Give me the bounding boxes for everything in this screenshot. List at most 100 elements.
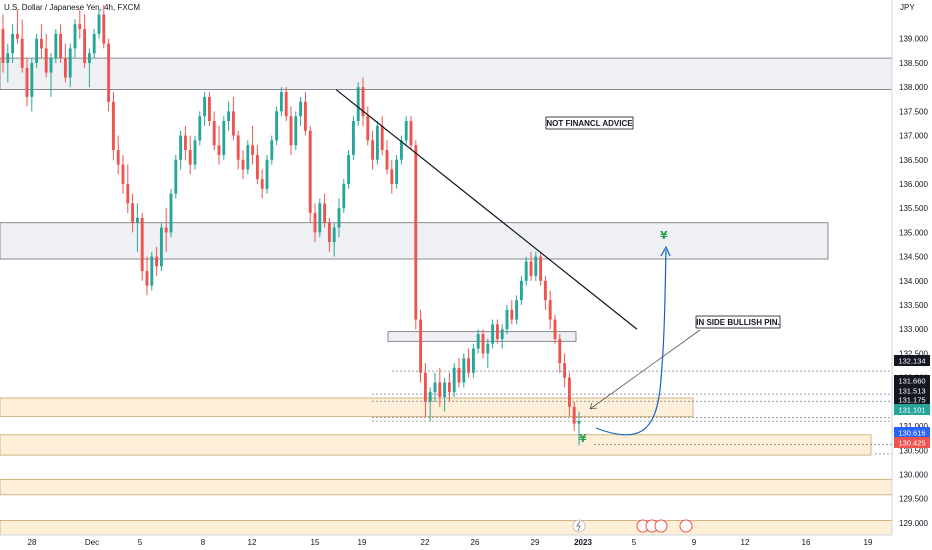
candle-body [495, 324, 499, 339]
candle-body [179, 135, 183, 160]
entry-symbol: ¥ [579, 432, 587, 445]
zone-orange[interactable] [0, 520, 893, 537]
candle-body [404, 121, 408, 141]
y-tick-label: 132.500 [899, 349, 928, 358]
candle-body [289, 116, 293, 146]
candle-body [351, 121, 355, 155]
candle-body [255, 154, 259, 180]
candle-body [419, 319, 423, 373]
candle-body [428, 392, 432, 402]
candle-body [380, 125, 384, 151]
candle-body [227, 111, 231, 122]
candle-body [116, 150, 120, 165]
candle-body [318, 203, 322, 233]
candle-body [294, 116, 298, 146]
x-tick-label: 29 [531, 538, 540, 547]
candle-body [25, 67, 29, 97]
candle-body [534, 256, 538, 276]
x-tick-label: 12 [248, 538, 257, 547]
zone-grey[interactable] [0, 222, 829, 260]
candle-body [155, 256, 159, 267]
x-tick-label: 22 [421, 538, 430, 547]
time-axis-ticks: 28 Dec 5 8 12 15 19 22 26 29 2023 5 9 12 16 19 [28, 538, 873, 547]
candle-body [87, 53, 91, 63]
candle-body [515, 300, 519, 320]
candle-body [150, 256, 154, 286]
candle-body [476, 334, 480, 349]
candle-body [524, 261, 528, 281]
y-tick-label: 137.500 [899, 107, 928, 116]
y-tick-label: 130.500 [899, 446, 928, 455]
price-axis-bg [892, 0, 932, 550]
candle-body [63, 58, 67, 78]
candle-body [241, 159, 245, 170]
pin-annotation: IN SIDE BULLISH PIN. [695, 315, 781, 329]
price-badge [894, 394, 930, 405]
candle-body [375, 125, 379, 160]
candle-body [183, 135, 187, 151]
time-axis-bg [0, 535, 932, 550]
candle-body [145, 271, 149, 286]
price-badge-label: 131.513 [898, 387, 925, 396]
candle-body [246, 145, 250, 170]
candle-body [491, 324, 495, 344]
candle-body [251, 145, 255, 155]
candle-body [203, 96, 207, 117]
price-badge-label: 130.425 [898, 439, 925, 448]
price-badge-label: 131.175 [898, 396, 925, 405]
x-tick-label: 5 [138, 538, 143, 547]
price-badge [894, 437, 930, 448]
candle-body [44, 48, 48, 73]
candle-body [563, 363, 567, 378]
candle-body [135, 217, 139, 223]
y-tick-label: 139.000 [899, 35, 928, 44]
candle-body [457, 367, 461, 383]
candle-body [270, 140, 274, 160]
candle-body [59, 33, 63, 59]
candle-body [97, 14, 101, 34]
zone-orange[interactable] [0, 434, 872, 456]
candle-body [193, 140, 197, 165]
zone-orange[interactable] [0, 478, 893, 496]
candle-body [92, 33, 96, 54]
candle-body [299, 101, 303, 117]
price-badge [894, 404, 930, 415]
currency-label: JPY [900, 3, 915, 12]
candle-body [35, 38, 39, 63]
candle-body [231, 111, 235, 136]
trendline[interactable] [335, 89, 638, 330]
candle-body [78, 24, 82, 30]
x-tick-label: 12 [741, 538, 750, 547]
zone-grey[interactable] [0, 57, 893, 90]
price-badge [894, 385, 930, 396]
candle-body [543, 280, 547, 301]
event-icons[interactable] [572, 519, 693, 533]
price-level-lines [372, 370, 892, 455]
candle-body [423, 372, 427, 402]
y-tick-label: 134.500 [899, 253, 928, 262]
candle-body [577, 421, 581, 424]
candle-body [164, 227, 168, 233]
candle-body [260, 179, 264, 189]
price-badge-label: 130.616 [898, 429, 925, 438]
candle-body [217, 145, 221, 155]
candle-body [486, 343, 490, 354]
candle-body [49, 58, 53, 73]
advice-annotation: NOT FINANCL ADVICE [545, 116, 634, 130]
y-tick-label: 134.000 [899, 277, 928, 286]
candle-body [409, 121, 413, 146]
candle-body [572, 406, 576, 424]
zone-orange[interactable] [0, 397, 694, 417]
candle-body [447, 382, 451, 393]
candle-body [20, 38, 24, 68]
candle-body [6, 53, 10, 63]
candle-body [308, 130, 312, 214]
chart-title: U.S. Dollar / Japanese Yen, 4h, FXCM [4, 3, 140, 12]
x-tick-label: 5 [632, 538, 637, 547]
candle-body [467, 358, 471, 373]
y-tick-label: 137.000 [899, 132, 928, 141]
candle-body [433, 382, 437, 393]
candle-body [481, 334, 485, 354]
